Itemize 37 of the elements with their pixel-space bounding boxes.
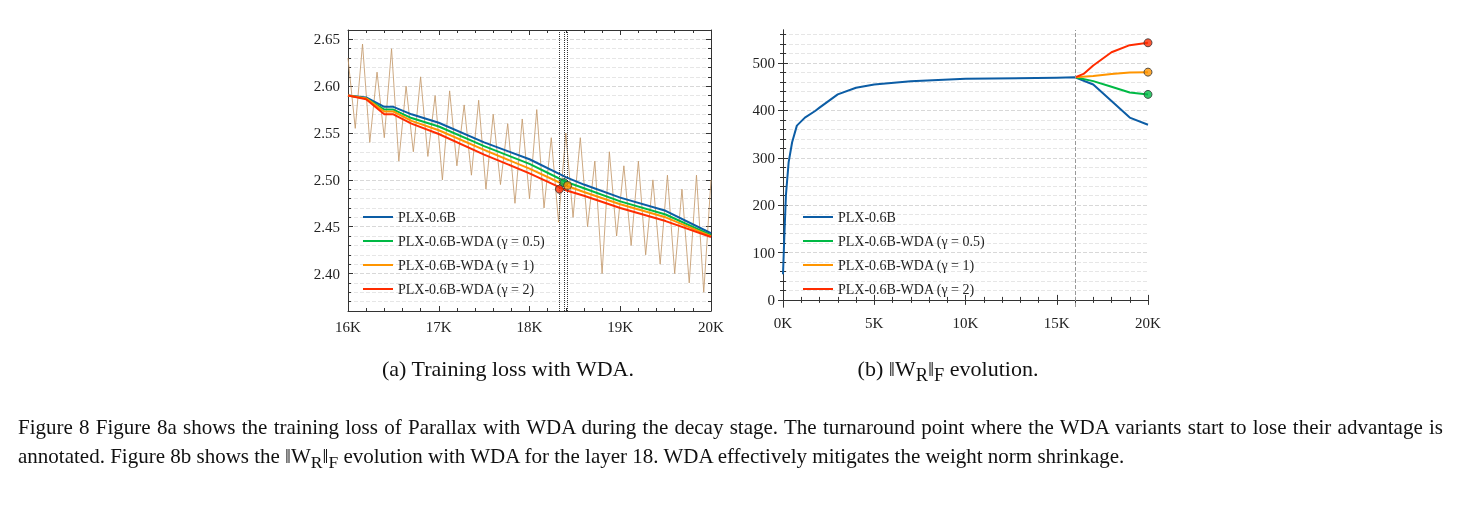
x-tick-label: 18K — [516, 318, 543, 335]
text: (b) ‖W$_{R}$‖$_{F}$ evolution. — [856, 356, 1040, 387]
legend-label: PLX-0.6B-WDA (γ = 0.5) — [838, 233, 986, 250]
x-tick-label: 19K — [607, 318, 634, 335]
y-tick-label: 400 — [752, 102, 775, 119]
legend-label: PLX-0.6B — [838, 209, 896, 225]
point — [1143, 89, 1153, 99]
y-tick-label: 2.45 — [313, 218, 340, 235]
y-tick-label: 2.60 — [313, 78, 340, 95]
x-tick-label: 0K — [773, 314, 793, 331]
legend-label: PLX-0.6B-WDA (γ = 0.5) — [398, 233, 546, 250]
legend-label: PLX-0.6B — [398, 209, 456, 225]
x-tick-label: 20K — [1135, 314, 1162, 331]
x-tick-label: 15K — [1043, 314, 1070, 331]
y-tick-label: 2.50 — [313, 171, 340, 188]
x-tick-label: 5K — [865, 314, 884, 331]
y-tick-label: 300 — [752, 149, 775, 166]
y-tick-label: 0 — [767, 291, 775, 308]
x-tick-label: 10K — [952, 314, 979, 331]
x-tick-label: 20K — [698, 318, 725, 335]
x-tick-label: 17K — [425, 318, 452, 335]
y-tick-label: 100 — [752, 244, 775, 261]
legend-label: PLX-0.6B-WDA (γ = 2) — [838, 281, 975, 298]
point — [1143, 67, 1153, 77]
legend-label: PLX-0.6B-WDA (γ = 1) — [838, 257, 975, 274]
y-tick-label: 2.55 — [313, 125, 340, 142]
y-tick-label: 500 — [752, 55, 775, 72]
text: (a) Training loss with WDA. — [381, 356, 635, 382]
legend-label: PLX-0.6B-WDA (γ = 1) — [398, 257, 535, 274]
y-tick-label: 200 — [752, 197, 775, 214]
legend-label: PLX-0.6B-WDA (γ = 2) — [398, 281, 535, 298]
y-tick-label: 2.65 — [313, 31, 340, 48]
x-tick-label: 16K — [335, 318, 362, 335]
point — [1143, 38, 1153, 48]
caption: Figure 8 Figure 8a shows the training loss of Parallax with WDA during the decay stage. The turnaround point where the WDA variants start to lose their advantage is annotated. Figure 8b shows the ‖W$_{R}$‖$_{F}$ evolution with WDA for the layer 18. WDA effectively mitigates the weight norm shrinkage. — [18, 414, 1443, 475]
y-tick-label: 2.40 — [313, 265, 340, 282]
line-series — [782, 76, 1149, 276]
